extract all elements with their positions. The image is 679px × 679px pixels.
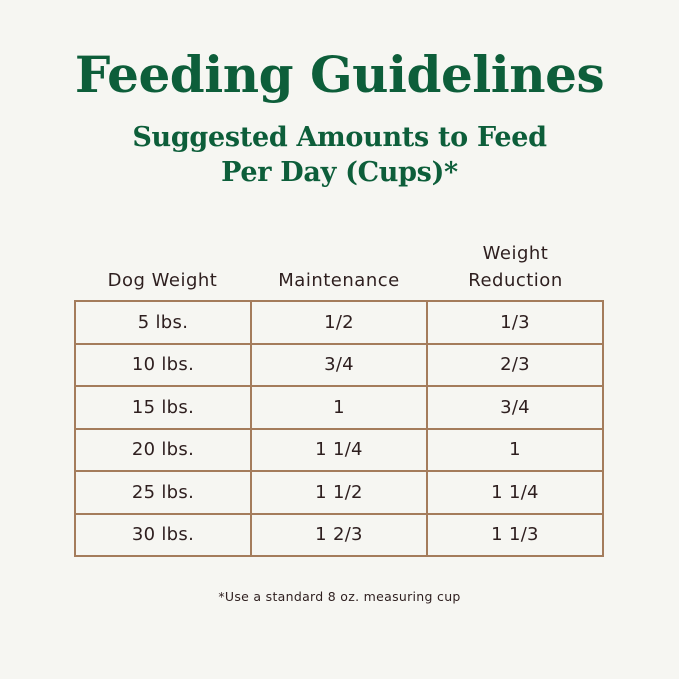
cell-dog-weight: 30 lbs. — [74, 512, 252, 557]
table-row: 30 lbs. 1 2/3 1 1/3 — [74, 512, 604, 557]
footnote: *Use a standard 8 oz. measuring cup — [218, 589, 461, 604]
cell-maintenance: 1/2 — [250, 300, 428, 345]
cell-dog-weight: 25 lbs. — [74, 470, 252, 515]
header-line: Reduction — [468, 270, 563, 291]
cell-dog-weight: 5 lbs. — [74, 300, 252, 345]
page-title: Feeding Guidelines — [74, 45, 605, 104]
table-row: 20 lbs. 1 1/4 1 — [74, 427, 604, 472]
feeding-table: 5 lbs. 1/2 1/3 10 lbs. 3/4 2/3 15 lbs. 1 3/4 20 l… — [74, 300, 604, 557]
header-weight-reduction: Weight Reduction — [427, 240, 604, 294]
cell-weight-reduction: 1/3 — [426, 300, 604, 345]
cell-weight-reduction: 1 1/4 — [426, 470, 604, 515]
table-row: 25 lbs. 1 1/2 1 1/4 — [74, 470, 604, 515]
subtitle-line-2: Per Day (Cups)* — [221, 157, 458, 188]
table-row: 10 lbs. 3/4 2/3 — [74, 342, 604, 387]
table-row: 15 lbs. 1 3/4 — [74, 385, 604, 430]
header-line: Weight — [482, 243, 549, 264]
header-dog-weight: Dog Weight — [107, 270, 218, 291]
cell-dog-weight: 20 lbs. — [74, 427, 252, 472]
cell-weight-reduction: 2/3 — [426, 342, 604, 387]
cell-weight-reduction: 1 1/3 — [426, 512, 604, 557]
cell-weight-reduction: 3/4 — [426, 385, 604, 430]
cell-maintenance: 1 — [250, 385, 428, 430]
subtitle-line-1: Suggested Amounts to Feed — [132, 122, 547, 153]
header-maintenance: Maintenance — [278, 270, 400, 291]
cell-weight-reduction: 1 — [426, 427, 604, 472]
cell-maintenance: 1 1/2 — [250, 470, 428, 515]
table-row: 5 lbs. 1/2 1/3 — [74, 300, 604, 345]
cell-dog-weight: 15 lbs. — [74, 385, 252, 430]
cell-maintenance: 1 2/3 — [250, 512, 428, 557]
subtitle: Suggested Amounts to Feed Per Day (Cups)… — [0, 120, 679, 190]
cell-maintenance: 1 1/4 — [250, 427, 428, 472]
cell-dog-weight: 10 lbs. — [74, 342, 252, 387]
cell-maintenance: 3/4 — [250, 342, 428, 387]
